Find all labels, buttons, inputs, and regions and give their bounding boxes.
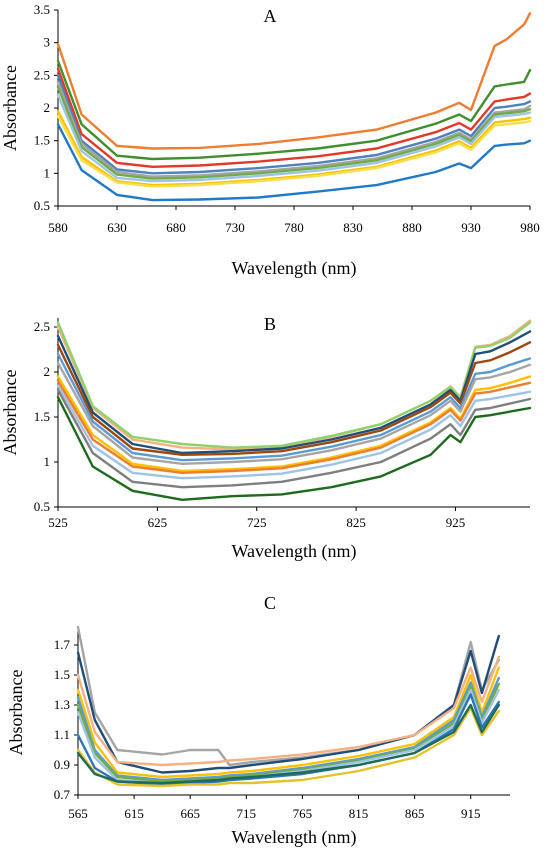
chart-title: B [264,314,276,334]
y-axis-title: Absorbance [0,65,20,151]
series-line-9 [56,114,532,188]
chart-panel-c: 0.7 0.9 1.1 1.3 1.5 1.7 565 615 665 715 765 815 865 9… [6,593,510,848]
series-line-6 [76,682,500,783]
series-line-4 [56,74,532,175]
series-line-5 [56,80,532,178]
series-line-5 [56,352,532,462]
x-axis-title: Wavelength (nm) [231,258,356,279]
x-axis-title: Wavelength (nm) [231,541,356,562]
series-line-1 [56,319,532,451]
series-line-5 [76,676,500,782]
x-tick-label: 930 [461,220,481,235]
y-tick-label: 0.7 [54,787,71,802]
chart-panel-a: 0.5 1 1.5 2 2.5 3 3.5 580 630 680 730 780 830 880 930 9… [0,2,540,279]
x-tick-label: 565 [68,806,88,821]
series-line-3 [56,330,532,455]
series-line-8 [56,379,532,474]
series-line-6 [56,85,532,180]
x-axis-title: Wavelength (nm) [231,827,356,848]
y-tick-label: 0.5 [34,198,50,213]
series-line-10 [76,703,500,785]
y-tick-label: 1.5 [34,409,50,424]
x-tick-label: 715 [237,806,257,821]
series-line-2 [56,59,532,161]
x-tick-label: 815 [349,806,369,821]
x-tick-label: 725 [247,515,267,530]
x-tick-label: 615 [124,806,144,821]
x-tick-label: 680 [166,220,186,235]
y-tick-label: 2.5 [34,319,50,334]
x-tick-label: 825 [346,515,366,530]
x-tick-label: 880 [402,220,422,235]
series-line-4 [76,666,500,779]
x-tick-label: 625 [148,515,168,530]
series-line-4 [56,341,532,456]
y-tick-label: 3 [44,35,51,50]
series-line-10 [56,123,532,202]
x-tick-label: 525 [48,515,68,530]
y-axis-title: Absorbance [0,370,20,456]
x-tick-label: 580 [48,220,68,235]
series-line-3 [56,67,532,169]
x-tick-label: 765 [293,806,313,821]
x-tick-label: 780 [284,220,304,235]
y-tick-label: 2 [44,364,51,379]
x-tick-label: 830 [343,220,363,235]
y-tick-label: 2 [44,100,51,115]
x-tick-label: 665 [180,806,200,821]
x-tick-label: 980 [520,220,540,235]
y-tick-label: 1 [44,165,51,180]
y-tick-label: 1 [44,454,51,469]
chart-title: A [264,6,277,26]
series-line-1 [56,12,532,150]
series-line-7 [56,375,532,473]
y-tick-label: 1.3 [54,697,70,712]
series-line-10 [56,388,532,489]
y-tick-label: 3.5 [34,2,50,17]
y-tick-label: 1.1 [54,727,70,742]
y-axis-title: Absorbance [6,670,26,756]
series-line-2 [76,634,500,774]
x-tick-label: 730 [225,220,245,235]
series-line-6 [56,361,532,465]
y-tick-label: 0.9 [54,757,70,772]
x-tick-label: 915 [461,806,481,821]
y-tick-label: 1.5 [54,667,70,682]
x-tick-label: 630 [107,220,127,235]
y-tick-label: 1.7 [54,637,71,652]
y-tick-label: 0.5 [34,499,50,514]
series-line-9 [76,706,500,788]
series-line-11 [56,396,532,501]
series-line-8 [56,110,532,187]
series-line-7 [56,93,532,183]
x-tick-label: 865 [405,806,425,821]
series-line-1 [76,625,500,767]
chart-panel-b: 0.5 1 1.5 2 2.5 525 625 725 825 925 B Wavelength (n… [0,314,532,562]
series-line-2 [56,321,532,449]
y-tick-label: 2.5 [34,67,50,82]
series-line-3 [76,655,500,767]
series-line-9 [56,384,532,480]
chart-title: C [264,593,276,613]
x-tick-label: 925 [446,515,466,530]
y-tick-label: 1.5 [34,133,50,148]
